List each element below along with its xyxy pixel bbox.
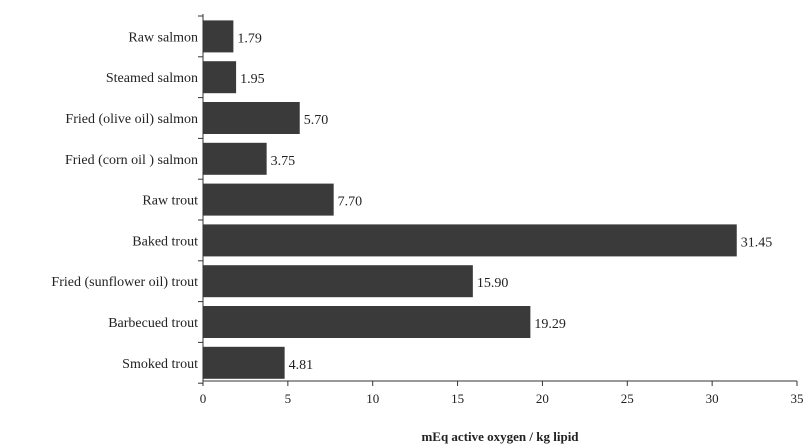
x-tick-label: 15 [451, 391, 464, 406]
x-tick-label: 0 [200, 391, 207, 406]
bar [203, 20, 234, 53]
category-label: Raw trout [142, 194, 198, 209]
data-label: 3.75 [271, 154, 296, 169]
data-label: 4.81 [289, 358, 314, 373]
category-label: Fried (olive oil) salmon [65, 112, 198, 127]
x-tick-label: 30 [706, 391, 719, 406]
x-ticks: 0 5 10 15 20 25 30 35 [200, 381, 804, 406]
data-label: 7.70 [338, 195, 363, 210]
x-tick-label: 5 [285, 391, 292, 406]
x-tick-label: 35 [791, 391, 804, 406]
x-tick-label: 20 [536, 391, 549, 406]
data-label: 1.79 [237, 31, 261, 46]
bars-layer: 1.79 1.95 5.70 3.75 7.70 31.45 15.90 19.29 4.81 [203, 20, 773, 379]
category-label: Steamed salmon [106, 71, 198, 86]
data-label: 1.95 [240, 72, 265, 87]
data-label: 15.90 [477, 276, 509, 291]
category-label: Barbecued trout [108, 316, 198, 331]
data-label: 19.29 [534, 317, 566, 332]
category-label: Fried (corn oil ) salmon [65, 153, 198, 168]
x-tick-label: 25 [621, 391, 634, 406]
category-label: Baked trout [132, 234, 198, 249]
bar [203, 142, 267, 175]
x-axis-title: mEq active oxygen / kg lipid [421, 429, 579, 444]
bar [203, 102, 300, 134]
bar [203, 224, 737, 257]
bar [203, 346, 285, 379]
data-label: 5.70 [304, 113, 329, 128]
bar [203, 306, 531, 338]
x-tick-label: 10 [366, 391, 379, 406]
bar [203, 265, 473, 298]
bar [203, 183, 334, 216]
y-ticks: Raw salmon Steamed salmon Fried (olive oil… [51, 15, 203, 384]
data-label: 31.45 [741, 235, 773, 250]
category-label: Raw salmon [128, 30, 198, 45]
bar [203, 61, 237, 94]
category-label: Fried (sunflower oil) trout [51, 275, 198, 290]
category-label: Smoked trout [122, 357, 198, 372]
